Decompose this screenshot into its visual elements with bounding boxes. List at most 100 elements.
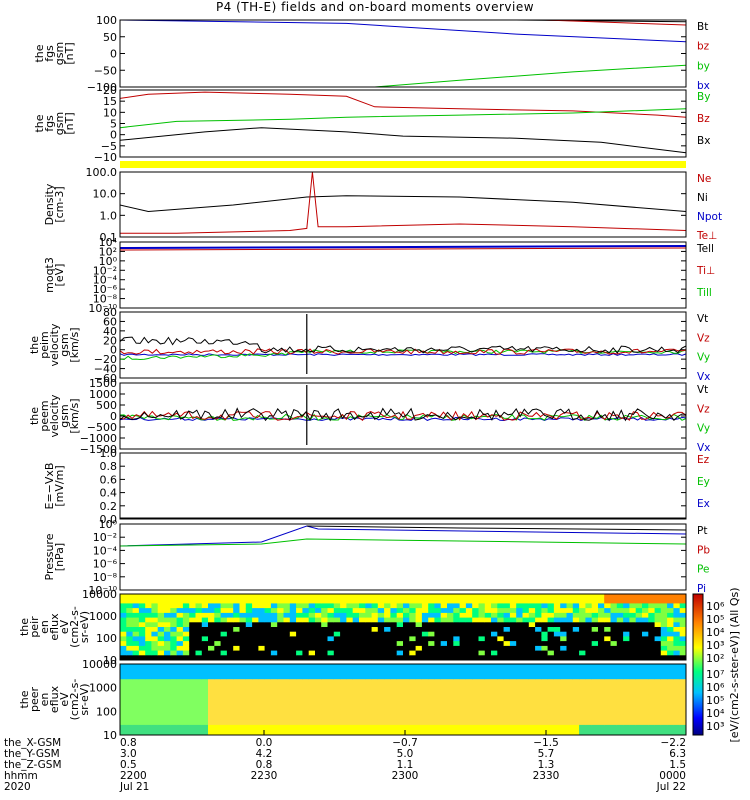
heatmap-cell [359,709,366,716]
heatmap-cell [541,694,549,700]
heatmap-cell [176,704,184,711]
colorbar-label: [eV/(cm2-s-ster-eV)] (All Qs) [728,587,741,742]
heatmap-cell [176,645,184,652]
heatmap-cell [604,699,611,706]
heatmap-cell [509,699,517,706]
heatmap-cell [459,724,467,731]
heatmap-cell [610,664,618,670]
heatmap-cell [208,704,215,711]
heatmap-cell [296,714,303,721]
heatmap-cell [126,724,134,731]
heatmap-cell [421,694,429,700]
heatmap-cell [296,674,303,680]
heatmap-cell [377,603,385,609]
heatmap-cell [371,612,379,619]
heatmap-cell [270,669,278,675]
heatmap-cell [572,679,580,685]
heatmap-cell [541,679,549,685]
heatmap-cell [258,684,266,690]
heatmap-cell [352,664,360,670]
heatmap-cell [409,627,417,633]
heatmap-cell [371,709,379,716]
heatmap-cell [289,684,297,690]
heatmap-cell [359,617,366,623]
heatmap-cell [195,699,203,706]
y-tick-label: 15 [103,95,117,108]
heatmap-cell [195,669,203,675]
heatmap-cell [321,709,328,716]
heatmap-cell [679,631,687,637]
heatmap-cell [409,704,417,711]
heatmap-cell [384,641,391,647]
heatmap-cell [497,709,505,716]
heatmap-cell [472,689,479,695]
heatmap-cell [409,674,417,680]
heatmap-cell [522,627,530,633]
heatmap-cell [572,617,580,623]
heatmap-cell [591,650,599,656]
heatmap-cell [491,636,498,642]
panel-frame [119,19,687,88]
heatmap-cell [623,650,630,656]
heatmap-cell [598,729,605,736]
heatmap-cell [440,627,448,633]
heatmap-cell [346,729,354,736]
heatmap-cell [396,631,404,637]
heatmap-cell [478,617,486,623]
heatmap-cell [359,608,366,614]
y-axis-label: [km/s] [68,327,81,362]
heatmap-cell [535,729,542,736]
heatmap-cell [270,709,278,716]
heatmap-cell [308,603,316,609]
heatmap-cell [120,719,127,726]
legend-entry: Vz [697,332,710,344]
heatmap-cell [547,622,555,628]
heatmap-cell [453,612,461,619]
heatmap-cell [535,650,542,656]
heatmap-cell [170,674,178,680]
heatmap-cell [302,636,310,642]
heatmap-cell [629,608,637,614]
heatmap-cell [472,664,479,670]
heatmap-cell [270,636,278,642]
heatmap-cell [270,674,278,680]
heatmap-cell [226,679,234,685]
heatmap-cell [648,608,656,614]
heatmap-cell [421,617,429,623]
heatmap-cell [340,598,347,604]
heatmap-cell [233,608,240,614]
heatmap-cell [453,669,461,675]
heatmap-cell [654,631,662,637]
heatmap-cell [585,669,593,675]
heatmap-cell [623,674,630,680]
heatmap-cell [516,608,523,614]
heatmap-cell [346,669,354,675]
heatmap-cell [327,603,335,609]
heatmap-cell [302,679,310,685]
heatmap-cell [277,608,284,614]
heatmap-cell [591,622,599,628]
heatmap-cell [447,689,454,695]
heatmap-cell [409,622,417,628]
heatmap-cell [522,664,530,670]
y-tick-label: 20 [103,334,117,347]
heatmap-cell [189,709,196,716]
heatmap-cell [616,645,624,652]
heatmap-cell [434,694,442,700]
heatmap-cell [566,674,574,680]
heatmap-cell [648,650,656,656]
heatmap-cell [428,709,435,716]
heatmap-cell [434,719,442,726]
heatmap-cell [566,622,574,628]
heatmap-cell [623,608,630,614]
y-axis-label: Density [43,183,56,225]
heatmap-cell [553,709,561,716]
heatmap-cell [447,669,454,675]
heatmap-cell [359,636,366,642]
heatmap-cell [315,719,322,726]
heatmap-cell [553,674,561,680]
heatmap-cell [239,645,247,652]
heatmap-cell [258,714,266,721]
heatmap-cell [547,724,555,731]
heatmap-cell [472,645,479,652]
